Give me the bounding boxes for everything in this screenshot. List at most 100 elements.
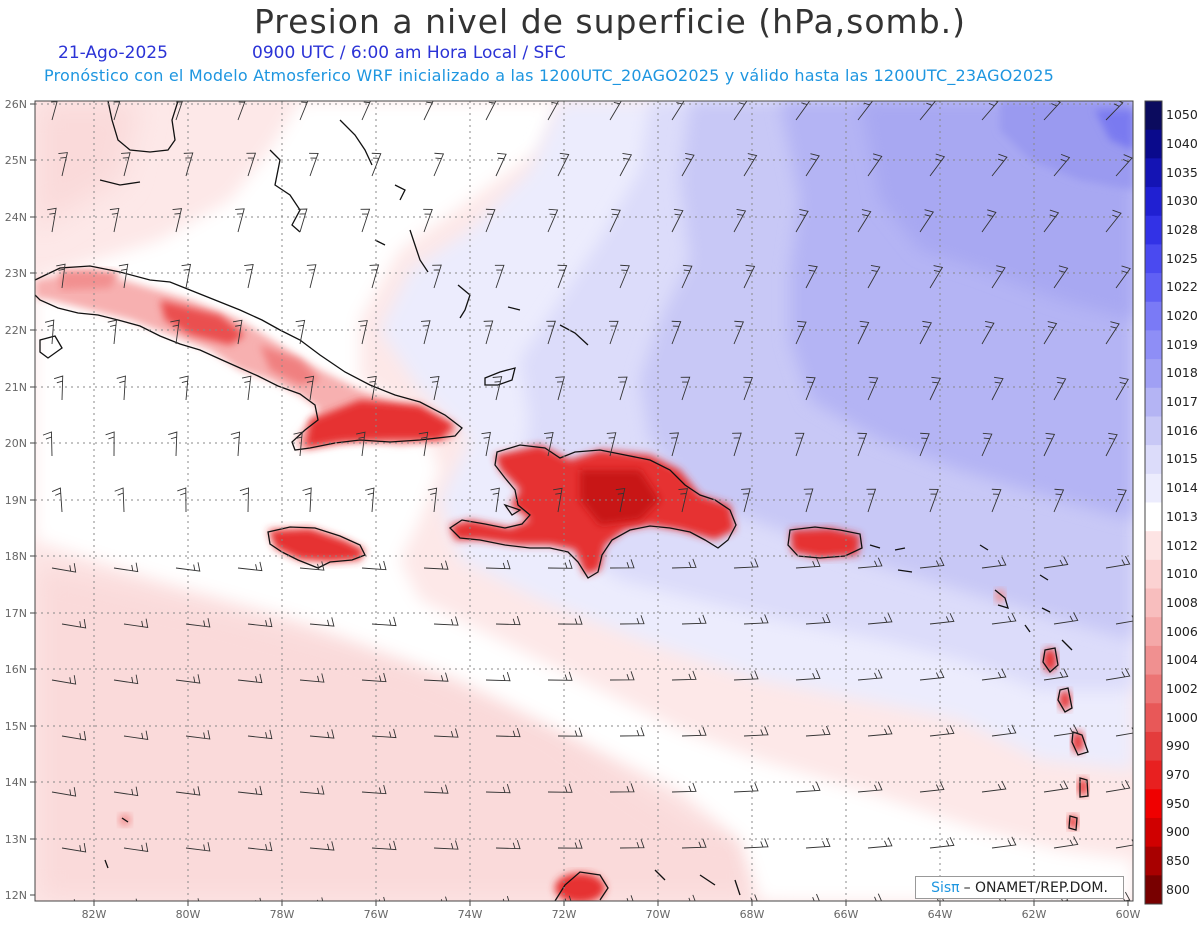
colorbar-swatch xyxy=(1145,875,1162,905)
wind-barb xyxy=(304,375,315,401)
wind-barb xyxy=(423,101,434,121)
wind-barb xyxy=(1105,432,1118,457)
wind-barb xyxy=(309,729,335,739)
wind-barb xyxy=(369,264,380,289)
wind-barb xyxy=(358,320,368,345)
colorbar-label: 1006 xyxy=(1166,623,1198,639)
wind-barb xyxy=(237,101,246,121)
wind-barb xyxy=(1053,265,1069,289)
wind-barb xyxy=(919,209,934,233)
wind-barb xyxy=(185,618,211,628)
colorbar-swatch xyxy=(1145,731,1162,762)
wind-barb xyxy=(423,672,449,682)
wind-barb xyxy=(302,487,312,513)
lat-label: 17N xyxy=(5,607,27,620)
wind-barb xyxy=(172,208,183,233)
wind-barb xyxy=(609,671,635,681)
wind-barb xyxy=(981,321,995,345)
wind-barb xyxy=(743,614,769,625)
wind-barb xyxy=(423,560,449,570)
wind-barb xyxy=(867,725,893,737)
wind-barb xyxy=(183,152,194,177)
hispaniola-low xyxy=(450,445,735,575)
wind-barb xyxy=(116,375,126,401)
wind-barb xyxy=(805,264,818,289)
wind-barb xyxy=(857,557,883,569)
wind-barb xyxy=(247,841,273,852)
wind-barb xyxy=(1053,836,1079,849)
colorbar-label: 1004 xyxy=(1166,652,1198,668)
wind-barb xyxy=(671,558,697,569)
wind-barb xyxy=(61,843,87,853)
colorbar-swatch xyxy=(1145,789,1162,819)
lon-label: 72W xyxy=(552,908,577,921)
wind-barb xyxy=(365,487,375,513)
wind-barb xyxy=(371,840,397,851)
wind-barb xyxy=(114,487,125,513)
colorbar-label: 1018 xyxy=(1166,365,1198,381)
wind-barb xyxy=(564,895,572,901)
wind-barb xyxy=(123,618,149,629)
wind-barb xyxy=(991,265,1006,289)
wind-barb xyxy=(113,562,139,573)
wind-barb xyxy=(293,431,303,457)
colorbar-label: 1008 xyxy=(1166,594,1198,610)
wind-barb xyxy=(547,783,573,793)
lat-label: 26N xyxy=(5,98,27,111)
lat-label: 22N xyxy=(5,324,27,337)
wind-barb xyxy=(495,615,521,626)
colorbar-swatch xyxy=(1145,846,1162,876)
wind-barb xyxy=(1115,615,1133,625)
wind-barb xyxy=(371,728,397,739)
colorbar-label: 1017 xyxy=(1166,394,1198,410)
wind-barb xyxy=(58,152,68,177)
wind-barb xyxy=(429,375,440,401)
colorbar-swatch xyxy=(1145,101,1162,131)
colorbar-label: 1035 xyxy=(1166,164,1198,180)
wind-barb xyxy=(113,786,139,797)
wind-barb xyxy=(991,836,1017,849)
wind-barb xyxy=(795,320,807,345)
wind-barb xyxy=(440,896,448,901)
wind-barb xyxy=(181,263,192,289)
wind-barb xyxy=(867,376,879,401)
wind-barb xyxy=(919,557,945,569)
credit-text: – ONAMET/REP.DOM. xyxy=(963,879,1108,896)
jamaica-low xyxy=(268,528,365,562)
lon-label: 60W xyxy=(1116,908,1141,921)
wind-barb xyxy=(857,669,883,681)
wind-barb xyxy=(919,781,945,793)
wind-barb xyxy=(618,376,628,401)
wind-barb xyxy=(237,561,263,572)
wind-barb xyxy=(553,487,563,513)
wind-barb xyxy=(420,320,431,345)
wind-barb xyxy=(547,101,560,121)
wind-barb xyxy=(168,431,178,457)
wind-barb xyxy=(681,153,695,177)
latitude-labels: 26N 25N 24N 23N 22N 21N 20N 19N 18N 17N … xyxy=(5,98,27,902)
wind-barb xyxy=(485,560,511,570)
wind-barb xyxy=(1043,432,1056,457)
wind-barb xyxy=(929,376,941,401)
wind-barb xyxy=(544,432,554,457)
wind-barb xyxy=(502,896,510,901)
wind-barb xyxy=(237,673,263,684)
wind-barb xyxy=(1043,668,1069,681)
wind-barb xyxy=(433,840,459,850)
wind-barb xyxy=(1115,377,1129,401)
colorbar-label: 1019 xyxy=(1166,336,1198,352)
colorbar-label: 1016 xyxy=(1166,422,1198,438)
wind-barb xyxy=(371,152,382,177)
wind-barb xyxy=(557,727,583,737)
wind-barb xyxy=(743,264,756,289)
wind-barb xyxy=(61,731,87,741)
wind-barb xyxy=(805,376,816,401)
wind-barb xyxy=(490,487,500,513)
wind-barb xyxy=(118,263,129,289)
wind-barb xyxy=(547,208,559,233)
wind-barb xyxy=(361,784,387,795)
wind-barb xyxy=(494,264,505,289)
wind-barb xyxy=(1105,101,1124,121)
wind-barb xyxy=(619,727,645,737)
wind-barb xyxy=(371,616,397,627)
